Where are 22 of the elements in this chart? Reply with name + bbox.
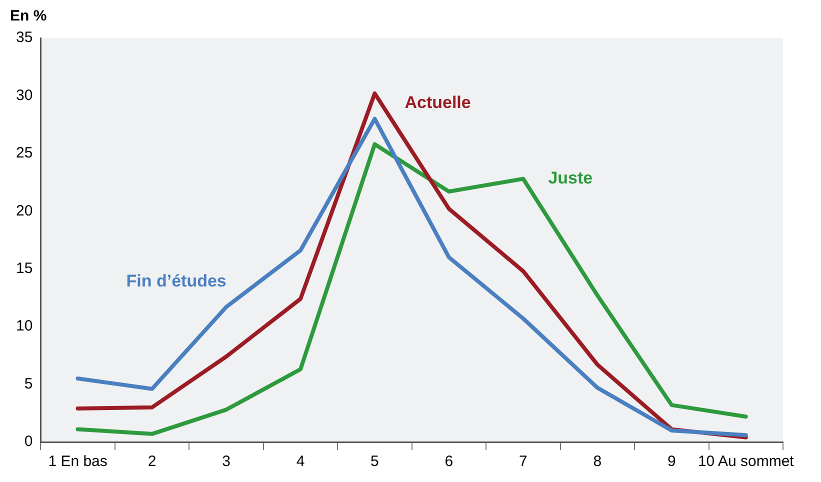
series-label: Juste: [548, 168, 593, 188]
y-tick-label: 0: [24, 433, 33, 450]
series-label: Fin d’études: [126, 272, 226, 291]
series-label: Actuelle: [404, 93, 471, 112]
x-tick-label: 3: [222, 453, 230, 470]
y-tick-label: 35: [16, 29, 33, 46]
x-tick-label: 9: [667, 453, 676, 470]
y-tick-label: 10: [16, 318, 33, 335]
x-tick-label: 2: [148, 453, 156, 470]
y-tick-label: 25: [16, 144, 33, 162]
x-tick-label: 1 En bas: [48, 453, 108, 470]
y-axis-title: En %: [10, 8, 47, 25]
x-tick-label: 5: [370, 453, 379, 470]
y-tick-label: 20: [16, 202, 33, 220]
y-tick-label: 5: [24, 375, 33, 392]
y-tick-label: 30: [16, 86, 33, 104]
x-tick-label: 10 Au sommet: [698, 453, 795, 470]
y-tick-label: 15: [16, 260, 33, 277]
x-tick-label: 4: [296, 453, 305, 470]
x-tick-label: 8: [593, 453, 602, 470]
x-tick-label: 6: [444, 453, 454, 470]
x-tick-label: 7: [519, 453, 528, 470]
